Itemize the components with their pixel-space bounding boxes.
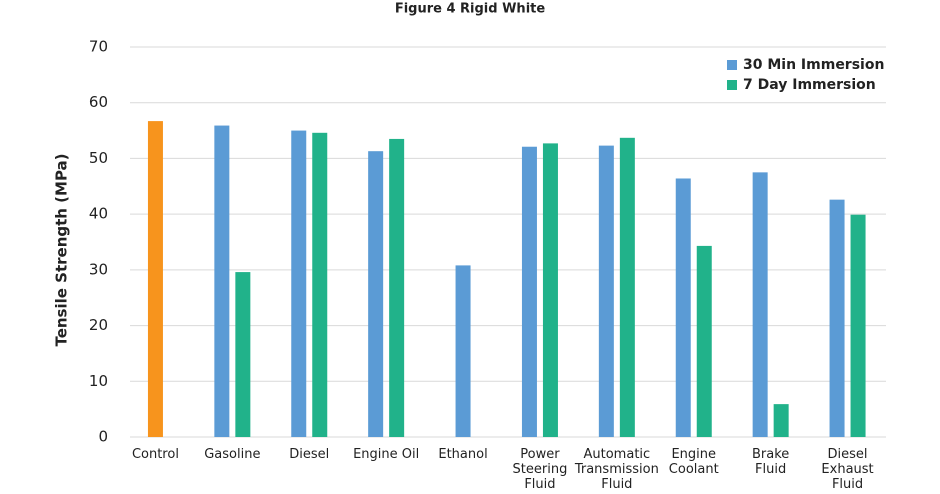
x-tick-label: Engine Coolant <box>668 447 719 477</box>
x-tick-label: Engine Oil <box>353 447 420 462</box>
legend-label: 30 Min Immersion <box>743 57 884 73</box>
bar <box>521 146 537 437</box>
x-tick-label: Control <box>131 447 179 462</box>
y-tick-label: 10 <box>89 372 108 390</box>
bar <box>598 145 614 437</box>
bar <box>675 178 691 437</box>
y-tick-label: 30 <box>89 260 108 278</box>
bar <box>696 245 712 437</box>
x-tick-label: Gasoline <box>204 447 261 462</box>
x-tick-label: Brake Fluid <box>751 447 790 477</box>
bar <box>214 125 230 438</box>
x-tick-label: Diesel <box>289 447 330 462</box>
bar <box>752 172 768 437</box>
y-tick-label: 40 <box>89 205 108 223</box>
y-tick-label: 20 <box>89 316 108 334</box>
y-axis-label: Tensile Strength (MPa) <box>53 153 71 346</box>
x-tick-label: Ethanol <box>438 447 488 462</box>
bar <box>312 132 328 438</box>
bar <box>619 137 635 438</box>
y-tick-label: 70 <box>89 38 108 56</box>
y-tick-label: 50 <box>89 149 108 167</box>
y-tick-label: 60 <box>89 93 108 111</box>
bar <box>235 272 251 437</box>
x-tick-label: Power Steering Fluid <box>512 447 568 492</box>
x-tick-label: Automatic Transmission Fluid <box>574 447 659 492</box>
legend-label: 7 Day Immersion <box>743 77 876 93</box>
bar <box>147 121 163 437</box>
chart-title: Figure 4 Rigid White <box>395 2 546 17</box>
bar <box>542 143 558 437</box>
y-tick-label: 0 <box>98 428 108 446</box>
legend-swatch <box>727 60 737 70</box>
bar <box>291 130 307 438</box>
bar <box>389 138 405 437</box>
bar <box>368 151 384 437</box>
bar <box>829 199 845 437</box>
bar <box>455 265 471 437</box>
x-tick-label: Diesel Exhaust Fluid <box>821 447 874 492</box>
legend-swatch <box>727 80 737 90</box>
bar <box>850 214 866 437</box>
bar <box>773 404 789 437</box>
